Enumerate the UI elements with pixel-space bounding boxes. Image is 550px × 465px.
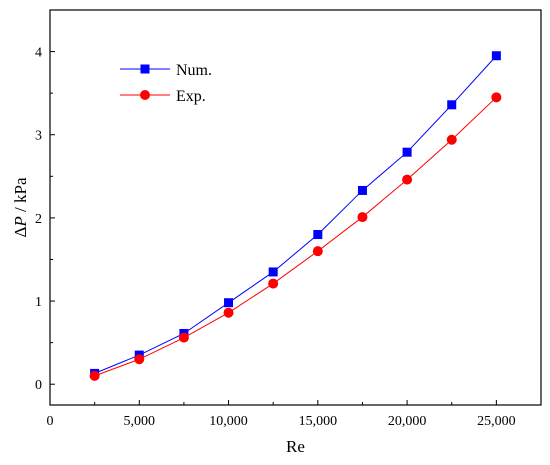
data-point (357, 185, 367, 195)
series-layer (89, 51, 502, 381)
legend-label: Exp. (176, 88, 206, 105)
plot-frame (49, 9, 542, 406)
data-point (402, 147, 412, 157)
series-line (94, 96, 497, 377)
x-tick-label: 0 (47, 414, 54, 429)
data-point (402, 174, 413, 185)
y-axis-label-unit: / kPa (11, 177, 30, 216)
data-point (223, 307, 234, 318)
x-tick-label: 10,000 (209, 414, 248, 429)
data-point (268, 267, 278, 277)
legend-item: Num. (120, 62, 212, 79)
data-point (491, 92, 502, 103)
series-exp (89, 92, 502, 381)
y-tick-label: 3 (35, 129, 42, 144)
y-tick-label: 1 (35, 295, 42, 310)
x-tick-label: 5,000 (124, 414, 156, 429)
x-axis-label: Re (286, 437, 305, 456)
y-axis-label-delta: Δ (11, 227, 30, 238)
data-point (313, 230, 323, 240)
x-axis: 0 5,000 10,000 15,000 20,000 25,000 (47, 400, 516, 429)
legend-marker (140, 64, 150, 74)
data-point (312, 246, 323, 257)
data-point (134, 354, 145, 365)
x-tick-label: 20,000 (388, 414, 427, 429)
series-num (90, 51, 501, 378)
y-tick-label: 2 (35, 212, 42, 227)
series-line (94, 55, 497, 374)
data-point (447, 100, 457, 110)
legend-item: Exp. (120, 88, 206, 105)
data-point (268, 278, 279, 289)
y-axis-label: ΔP / kPa (11, 177, 30, 238)
y-axis: 0 1 2 3 4 (35, 46, 55, 393)
data-point (491, 51, 501, 61)
legend: Num. Exp. (120, 62, 212, 105)
data-point (178, 332, 189, 343)
legend-label: Num. (176, 62, 212, 79)
x-tick-label: 15,000 (299, 414, 338, 429)
y-axis-label-symbol: P (11, 216, 30, 227)
y-tick-label: 4 (35, 46, 42, 61)
x-tick-label: 25,000 (477, 414, 516, 429)
data-point (89, 370, 100, 381)
y-tick-label: 0 (35, 378, 42, 393)
data-point (224, 298, 234, 308)
data-point (357, 212, 368, 223)
legend-marker (140, 90, 150, 100)
data-point (446, 134, 457, 145)
